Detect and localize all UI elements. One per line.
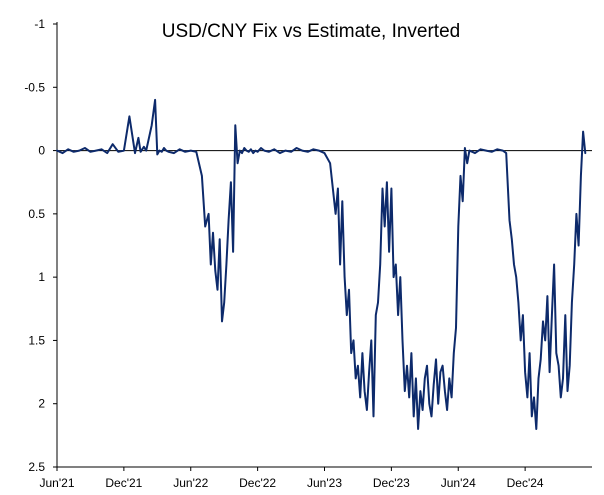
x-tick-label: Jun'23 (307, 476, 342, 490)
x-tick-label: Dec'24 (507, 476, 544, 490)
y-tick-label: 1 (38, 270, 45, 284)
y-tick-label: 0 (38, 144, 45, 158)
y-tick-label: 2.5 (28, 460, 45, 474)
x-tick-label: Dec'21 (105, 476, 142, 490)
chart-title: USD/CNY Fix vs Estimate, Inverted (162, 21, 460, 42)
y-tick-label: 0.5 (28, 207, 45, 221)
y-tick-label: -0.5 (24, 80, 45, 94)
x-tick-label: Dec'23 (373, 476, 410, 490)
x-tick-label: Dec'22 (239, 476, 276, 490)
x-tick-label: Jun'24 (441, 476, 476, 490)
x-tick-label: Jun'22 (173, 476, 208, 490)
y-tick-label: -1 (34, 17, 45, 31)
series-group (56, 98, 587, 430)
y-axis: -1 -0.5 0 0.5 1 1.5 2 2.5 (24, 17, 58, 474)
y-tick-label: 2 (38, 397, 45, 411)
series-line (56, 98, 587, 430)
x-tick-label: Jun'21 (40, 476, 75, 490)
x-axis: Jun'21 Dec'21 Jun'22 Dec'22 Jun'23 Dec'23 Jun'… (40, 466, 592, 490)
y-tick-label: 1.5 (28, 333, 45, 347)
